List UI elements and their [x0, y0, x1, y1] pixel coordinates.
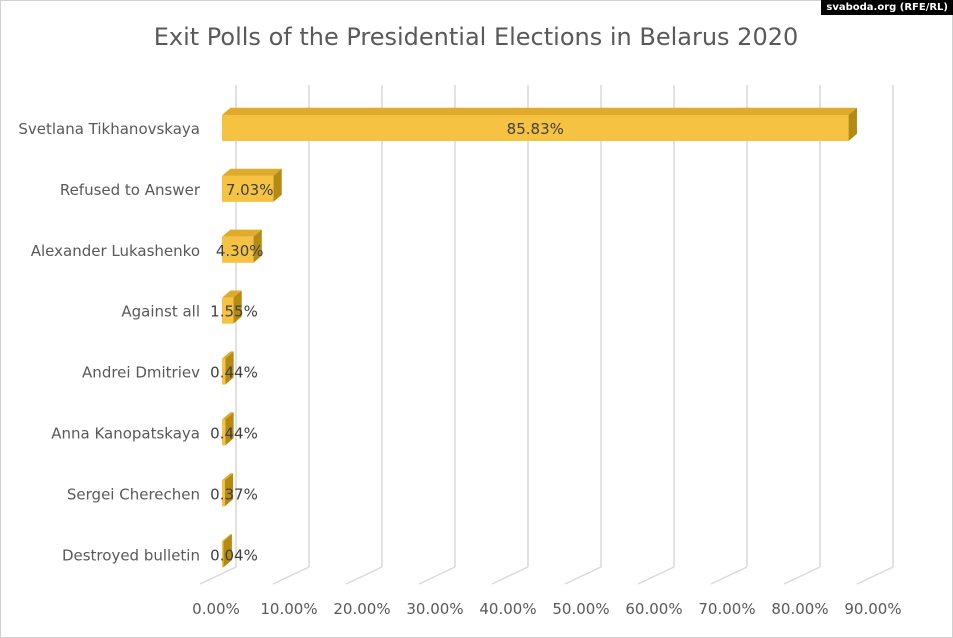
data-label: 0.44% — [210, 425, 258, 443]
bar-top — [222, 534, 232, 542]
category-label: Andrei Dmitriev — [82, 364, 200, 382]
x-tick-label: 0.00% — [192, 600, 240, 618]
x-tick-label: 70.00% — [698, 600, 755, 618]
bar-side — [223, 534, 232, 568]
bar-top — [222, 351, 234, 359]
x-tick-label: 50.00% — [552, 600, 609, 618]
bar — [222, 236, 254, 263]
category-label: Destroyed bulletin — [62, 546, 200, 564]
bar — [222, 358, 226, 385]
bar-top — [222, 473, 234, 481]
bar — [222, 115, 849, 141]
x-tick-label: 40.00% — [479, 600, 536, 618]
category-label: Anna Kanopatskaya — [51, 425, 200, 443]
bar — [222, 297, 234, 324]
data-label: 0.37% — [210, 485, 258, 503]
bar-top — [222, 412, 234, 420]
x-tick-label: 30.00% — [406, 600, 463, 618]
data-label: 85.83% — [507, 120, 564, 138]
bar-side — [253, 229, 262, 263]
bar-side — [273, 168, 282, 202]
bar-side — [848, 107, 857, 141]
gridline-floor — [418, 566, 456, 585]
gridline-floor — [491, 566, 529, 585]
x-tick-label: 80.00% — [771, 600, 828, 618]
category-label: Sergei Cherechen — [67, 485, 200, 503]
category-label: Refused to Answer — [60, 181, 201, 199]
gridline-floor — [199, 566, 237, 585]
bar — [222, 480, 225, 507]
x-tick-label: 20.00% — [333, 600, 390, 618]
bar — [222, 175, 274, 202]
data-label: 0.04% — [210, 546, 258, 564]
bar — [222, 419, 226, 446]
data-label: 1.55% — [210, 303, 258, 321]
category-label: Against all — [121, 303, 200, 321]
gridline-floor — [856, 566, 894, 585]
bar-top — [222, 168, 282, 176]
bar-side — [233, 290, 242, 324]
bar-side — [224, 473, 234, 507]
x-tick-label: 90.00% — [844, 600, 901, 618]
gridline-floor — [564, 566, 602, 585]
data-label: 7.03% — [226, 181, 274, 199]
gridline-floor — [345, 566, 383, 585]
data-label: 4.30% — [216, 242, 264, 260]
gridline-floor — [272, 566, 310, 585]
category-label: Svetlana Tikhanovskaya — [18, 120, 200, 138]
watermark: svaboda.org (RFE/RL) — [821, 0, 953, 15]
bar-side — [225, 351, 234, 385]
bar-top — [222, 107, 857, 115]
category-label: Alexander Lukashenko — [31, 242, 200, 260]
bar-top — [222, 290, 242, 298]
gridline-floor — [783, 566, 821, 585]
x-tick-label: 10.00% — [260, 600, 317, 618]
bar-top — [222, 229, 262, 237]
gridline-floor — [710, 566, 748, 585]
data-label: 0.44% — [210, 364, 258, 382]
chart-title: Exit Polls of the Presidential Elections… — [154, 23, 799, 51]
bar — [222, 541, 224, 568]
gridline-floor — [637, 566, 675, 585]
x-tick-label: 60.00% — [625, 600, 682, 618]
bar-side — [225, 412, 234, 446]
